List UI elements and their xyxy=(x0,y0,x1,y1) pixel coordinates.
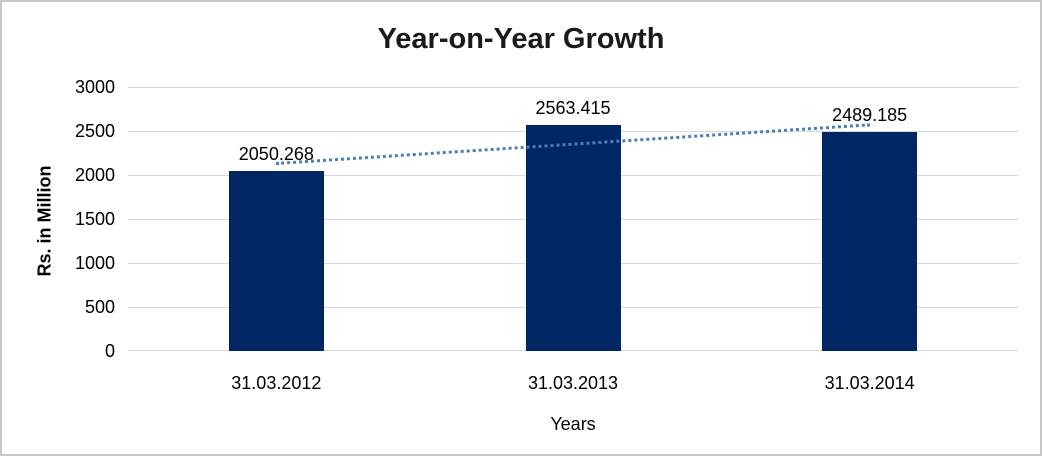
bar-data-label: 2489.185 xyxy=(832,104,908,125)
chart-title: Year-on-Year Growth xyxy=(377,23,665,55)
bar-data-label: 2050.268 xyxy=(238,143,314,164)
x-axis-title: Years xyxy=(550,414,596,434)
y-tick-label: 500 xyxy=(84,297,115,317)
gridline xyxy=(128,87,1018,88)
bar xyxy=(525,125,621,351)
y-tick-label: 1000 xyxy=(74,253,115,273)
y-tick-label: 3000 xyxy=(74,77,115,97)
bar-data-label: 2563.415 xyxy=(535,98,611,119)
y-tick-label: 2000 xyxy=(74,165,115,185)
x-tick-label: 31.03.2013 xyxy=(527,373,619,393)
x-tick-label: 31.03.2014 xyxy=(824,373,915,393)
x-tick-label: 31.03.2012 xyxy=(231,373,322,393)
plot-area: 2050.268 2563.415 2489.185 xyxy=(128,87,1018,351)
y-tick-label: 2500 xyxy=(74,121,115,141)
bar xyxy=(228,170,324,351)
y-tick-label: 1500 xyxy=(74,209,115,229)
y-tick-label: 0 xyxy=(104,341,115,361)
bar xyxy=(822,131,918,351)
